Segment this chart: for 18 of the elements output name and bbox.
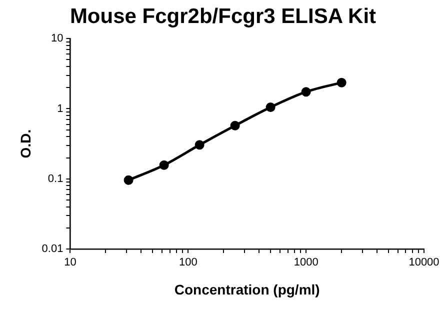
chart-title: Mouse Fcgr2b/Fcgr3 ELISA Kit bbox=[68, 4, 378, 29]
point bbox=[230, 120, 240, 130]
y-tick-label: 0.01 bbox=[42, 243, 64, 256]
x-tick-label: 1000 bbox=[294, 256, 318, 269]
point bbox=[159, 160, 169, 170]
y-tick-label: 1 bbox=[57, 102, 64, 115]
x-tick-label: 100 bbox=[178, 256, 198, 269]
y-axis-title: O.D. bbox=[17, 129, 34, 158]
point bbox=[336, 78, 346, 88]
x-tick-label: 10 bbox=[64, 256, 76, 269]
point bbox=[266, 102, 276, 112]
point bbox=[194, 140, 204, 150]
point bbox=[124, 175, 134, 185]
point bbox=[301, 87, 311, 97]
x-axis-title: Concentration (pg/ml) bbox=[174, 281, 320, 298]
y-tick-label: 0.1 bbox=[48, 172, 64, 185]
x-tick-label: 10000 bbox=[408, 256, 440, 269]
y-tick-label: 10 bbox=[50, 32, 64, 45]
